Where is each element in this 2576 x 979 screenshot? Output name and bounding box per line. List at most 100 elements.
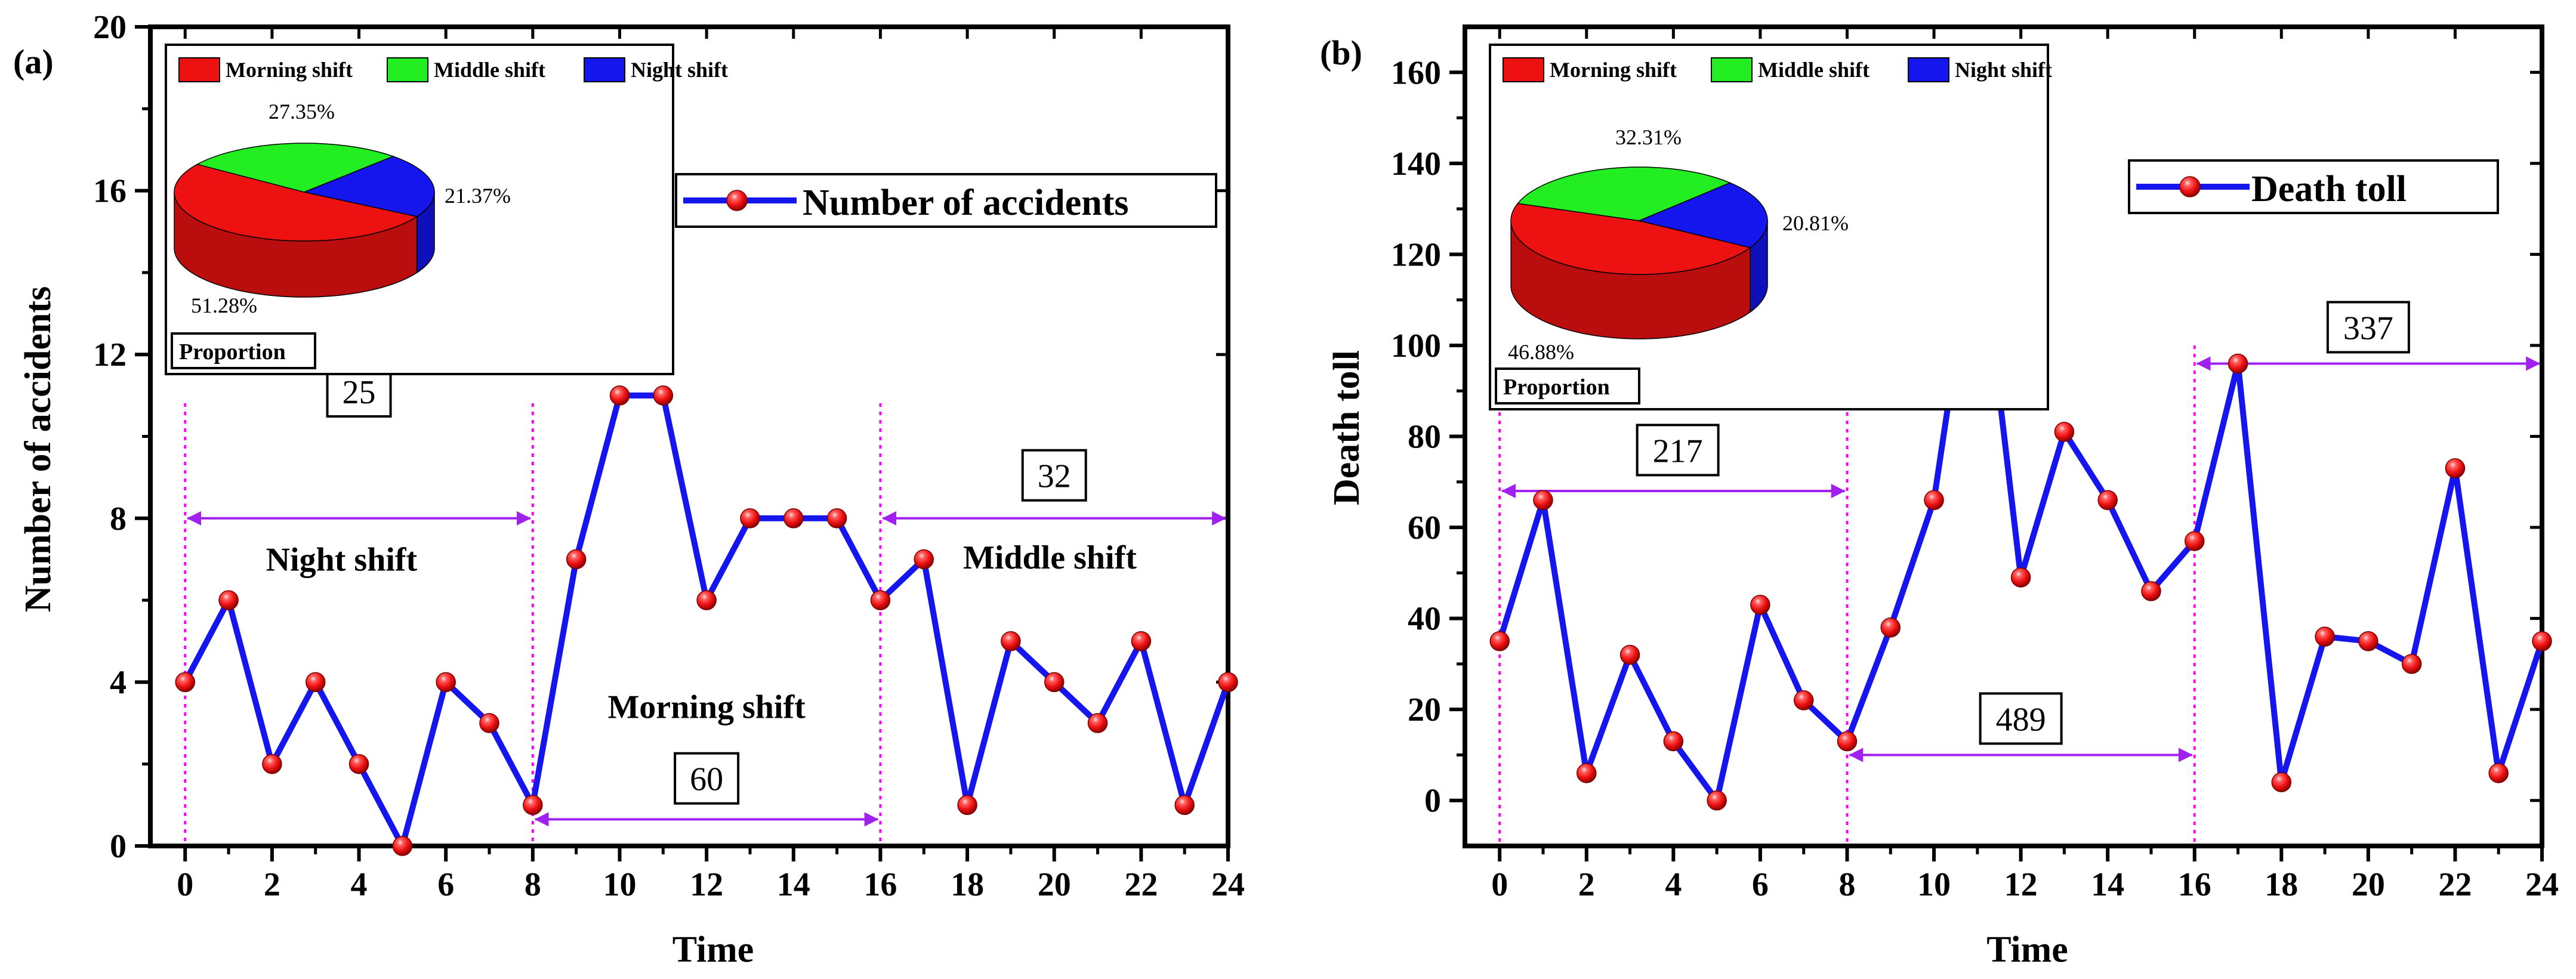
pie-title: Proportion (179, 339, 286, 365)
shift-label: Morning shift (607, 689, 806, 726)
data-point (1750, 594, 1770, 615)
data-point (914, 549, 934, 570)
data-point (957, 795, 977, 816)
pie-percent-label: 32.31% (1615, 125, 1682, 149)
pie-percent-label: 46.88% (1508, 340, 1574, 364)
data-point (2271, 772, 2292, 792)
data-point (262, 753, 282, 774)
data-point (1044, 672, 1065, 693)
x-tick-label: 16 (863, 866, 897, 903)
data-point (1131, 631, 1152, 651)
y-tick-label: 80 (1408, 419, 1441, 456)
y-axis-label: Death toll (1326, 350, 1367, 505)
pie-slice (1510, 203, 1751, 275)
pie-legend-label: Middle shift (434, 58, 545, 82)
total-value-text: 337 (2343, 310, 2393, 347)
data-point (609, 385, 630, 406)
panel-a-chart: (a)0 2 4 6 8 10 12 14 16 18 20 22 24048121620TimeNum… (13, 9, 1245, 970)
data-point (218, 590, 239, 610)
y-tick-label: 16 (93, 173, 127, 210)
y-tick-label: 140 (1391, 146, 1441, 183)
y-tick-label: 12 (93, 336, 127, 373)
x-tick-label: 12 (690, 866, 723, 903)
data-point (479, 713, 499, 733)
pie-title-box (171, 332, 316, 369)
pie-percent-label: 20.81% (1782, 211, 1849, 235)
data-point (348, 753, 369, 774)
pie-title: Proportion (1503, 375, 1610, 400)
x-axis-label: Time (672, 929, 754, 970)
data-point (436, 672, 456, 693)
data-point (1707, 790, 1727, 811)
data-point (2184, 531, 2205, 551)
x-tick-label: 6 (1752, 866, 1769, 903)
x-tick-label: 24 (1211, 866, 1245, 903)
total-value-box (1979, 692, 2063, 745)
x-tick-label: 4 (351, 866, 368, 903)
pie-percent-label: 27.35% (269, 100, 335, 123)
panel-label-b: (b) (1320, 33, 1362, 72)
y-tick-label: 0 (110, 828, 127, 865)
x-tick-label: 20 (2352, 866, 2385, 903)
pie-legend-swatch (387, 57, 428, 82)
data-point (305, 672, 326, 693)
y-tick-label: 60 (1408, 509, 1441, 546)
data-point (1577, 763, 1597, 783)
pie-legend-label: Morning shift (226, 58, 353, 82)
data-point (1924, 490, 1944, 511)
x-tick-label: 8 (525, 866, 541, 903)
pie-legend-label: Middle shift (1758, 58, 1869, 82)
data-point (1793, 690, 1814, 711)
pie-legend-label: Night shift (631, 58, 728, 82)
total-value-box (1636, 424, 1720, 477)
data-point (1218, 672, 1238, 693)
data-point (2228, 353, 2248, 374)
x-tick-label: 0 (177, 866, 193, 903)
total-value-text: 32 (1038, 458, 1071, 495)
pie-legend-label: Morning shift (1550, 58, 1677, 82)
pie-slice (174, 163, 418, 242)
y-tick-label: 8 (110, 501, 127, 538)
x-tick-label: 16 (2178, 866, 2211, 903)
y-tick-label: 120 (1391, 236, 1441, 273)
data-point (696, 590, 717, 610)
x-tick-label: 4 (1665, 866, 1682, 903)
pie-title-box (1495, 367, 1640, 404)
x-tick-label: 14 (2091, 866, 2124, 903)
x-tick-label: 10 (603, 866, 636, 903)
data-point (2401, 654, 2422, 674)
x-tick-label: 2 (264, 866, 280, 903)
y-tick-label: 20 (1408, 691, 1441, 728)
y-axis-label: Number of accidents (18, 286, 58, 612)
total-value-text: 25 (343, 374, 376, 411)
pie-legend-swatch (1503, 57, 1544, 82)
x-tick-label: 14 (777, 866, 810, 903)
data-point (1880, 617, 1901, 638)
data-point (566, 549, 587, 570)
x-tick-label: 10 (1917, 866, 1951, 903)
pie-slice (196, 143, 394, 193)
y-tick-label: 20 (93, 9, 127, 46)
data-point (826, 508, 847, 529)
x-tick-label: 2 (1578, 866, 1595, 903)
data-point (740, 508, 760, 529)
data-point (1619, 644, 1640, 665)
total-value-text: 489 (1996, 701, 2046, 738)
x-tick-label: 6 (437, 866, 454, 903)
x-tick-label: 24 (2525, 866, 2559, 903)
legend-marker (2179, 176, 2201, 197)
data-point (1489, 631, 1510, 651)
data-point (2532, 631, 2552, 651)
y-tick-label: 40 (1408, 601, 1441, 638)
pie-percent-label: 51.28% (191, 294, 257, 317)
panel-label-a: (a) (13, 42, 54, 81)
data-point (2010, 567, 2031, 588)
data-point (2445, 458, 2466, 478)
data-point (1001, 631, 1021, 651)
x-tick-label: 18 (2265, 866, 2298, 903)
pie-legend-swatch (584, 57, 625, 82)
data-point (1174, 795, 1195, 816)
data-point (653, 385, 674, 406)
data-point (2141, 581, 2161, 601)
